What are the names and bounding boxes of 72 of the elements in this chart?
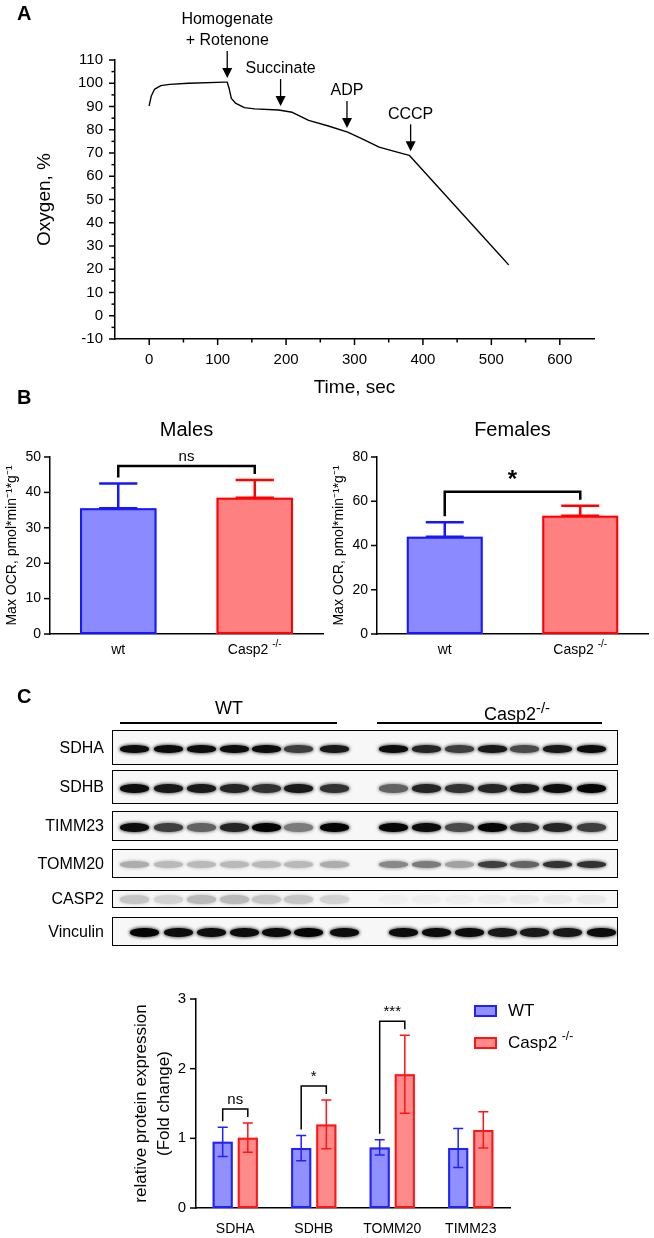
text: B [17,386,32,408]
x-tick-label: 300 [341,350,368,368]
y-tick-label: 70 [86,143,103,161]
y-tick-label: 60 [352,492,369,509]
text: A [17,1,32,24]
y-tick-label: 0 [360,624,369,641]
y-tick-label: 10 [86,282,103,300]
annotation: Homogenate + Rotenone [181,10,274,49]
y-tick-label: 10 [25,589,42,606]
y-axis-title: Oxygen, % [33,152,55,246]
x-tick-label: 500 [478,350,504,368]
y-tick-label: 30 [25,518,42,535]
y-tick-label: 3 [177,989,186,1007]
y-tick-label: 80 [86,119,103,137]
category-label: CASP2 [51,890,104,907]
x-tick-label: 100 [205,350,231,368]
category-label: TOMM20 [37,855,104,872]
y-tick-label: 80 [352,447,369,464]
y-tick-label: 20 [352,580,369,597]
y-tick-label: 40 [25,483,42,500]
y-axis-title: Max OCR, pmol*min⁻¹*g⁻¹ [2,465,19,626]
y-tick-label: 30 [86,236,103,254]
annotation: CCCP [387,104,434,122]
category-label: TIMM23 [45,817,104,834]
y-tick-label: 50 [25,447,42,464]
annotation: ADP [330,81,364,99]
x-tick-label: TOMM20 [363,1219,422,1236]
x-tick-label: 400 [410,350,436,368]
x-tick-label: TIMM23 [445,1219,497,1236]
y-tick-label: 50 [86,189,103,207]
category-label: Casp2$^{-/-}$ [482,698,552,725]
y-axis-title: relative protein expression (Fold change) [131,1004,174,1203]
text: C [17,685,32,707]
x-tick-label: Casp2 -/- [227,638,282,657]
y-tick-label: 100 [77,73,103,91]
y-tick-label: 0 [177,1198,186,1216]
y-tick-label: -10 [81,329,103,347]
category-label: SDHB [59,778,104,795]
x-tick-label: Casp2 -/- [553,638,608,657]
y-tick-label: 0 [94,305,103,323]
annotation: ns [178,447,195,465]
category-label: Vinculin [48,923,104,940]
y-tick-label: 20 [86,259,103,277]
category-label: SDHA [59,739,104,756]
x-tick-label: wt [436,640,452,657]
x-tick-label: 600 [547,350,573,368]
annotation: *** [383,1002,402,1020]
x-axis-title: Time, sec [313,376,396,398]
category-label: WT [214,697,244,719]
annotation: * [507,464,518,492]
y-tick-label: 2 [177,1058,186,1076]
y-tick-label: 40 [352,536,369,553]
y-axis-title: Max OCR, pmol*min⁻¹*g⁻¹ [329,465,346,626]
legend-label: Casp2 -/- [508,1028,574,1052]
x-tick-label: wt [110,640,126,657]
x-tick-label: SDHA [215,1219,256,1236]
chart-title: Females [474,417,551,440]
annotation: Succinate [245,59,316,77]
x-tick-label: 200 [273,350,299,368]
x-tick-label: 0 [145,350,154,368]
y-tick-label: 40 [86,212,103,230]
y-tick-label: 20 [25,554,42,571]
chart-title: Males [159,417,214,440]
annotation: * [310,1067,317,1085]
y-tick-label: 90 [86,96,103,114]
y-tick-label: 110 [79,50,103,68]
y-tick-label: 0 [33,624,42,641]
x-tick-label: SDHB [294,1219,334,1236]
y-tick-label: 60 [86,166,103,184]
y-tick-label: 1 [177,1128,186,1146]
legend-label: WT [508,1000,535,1020]
annotation: ns [227,1090,244,1108]
